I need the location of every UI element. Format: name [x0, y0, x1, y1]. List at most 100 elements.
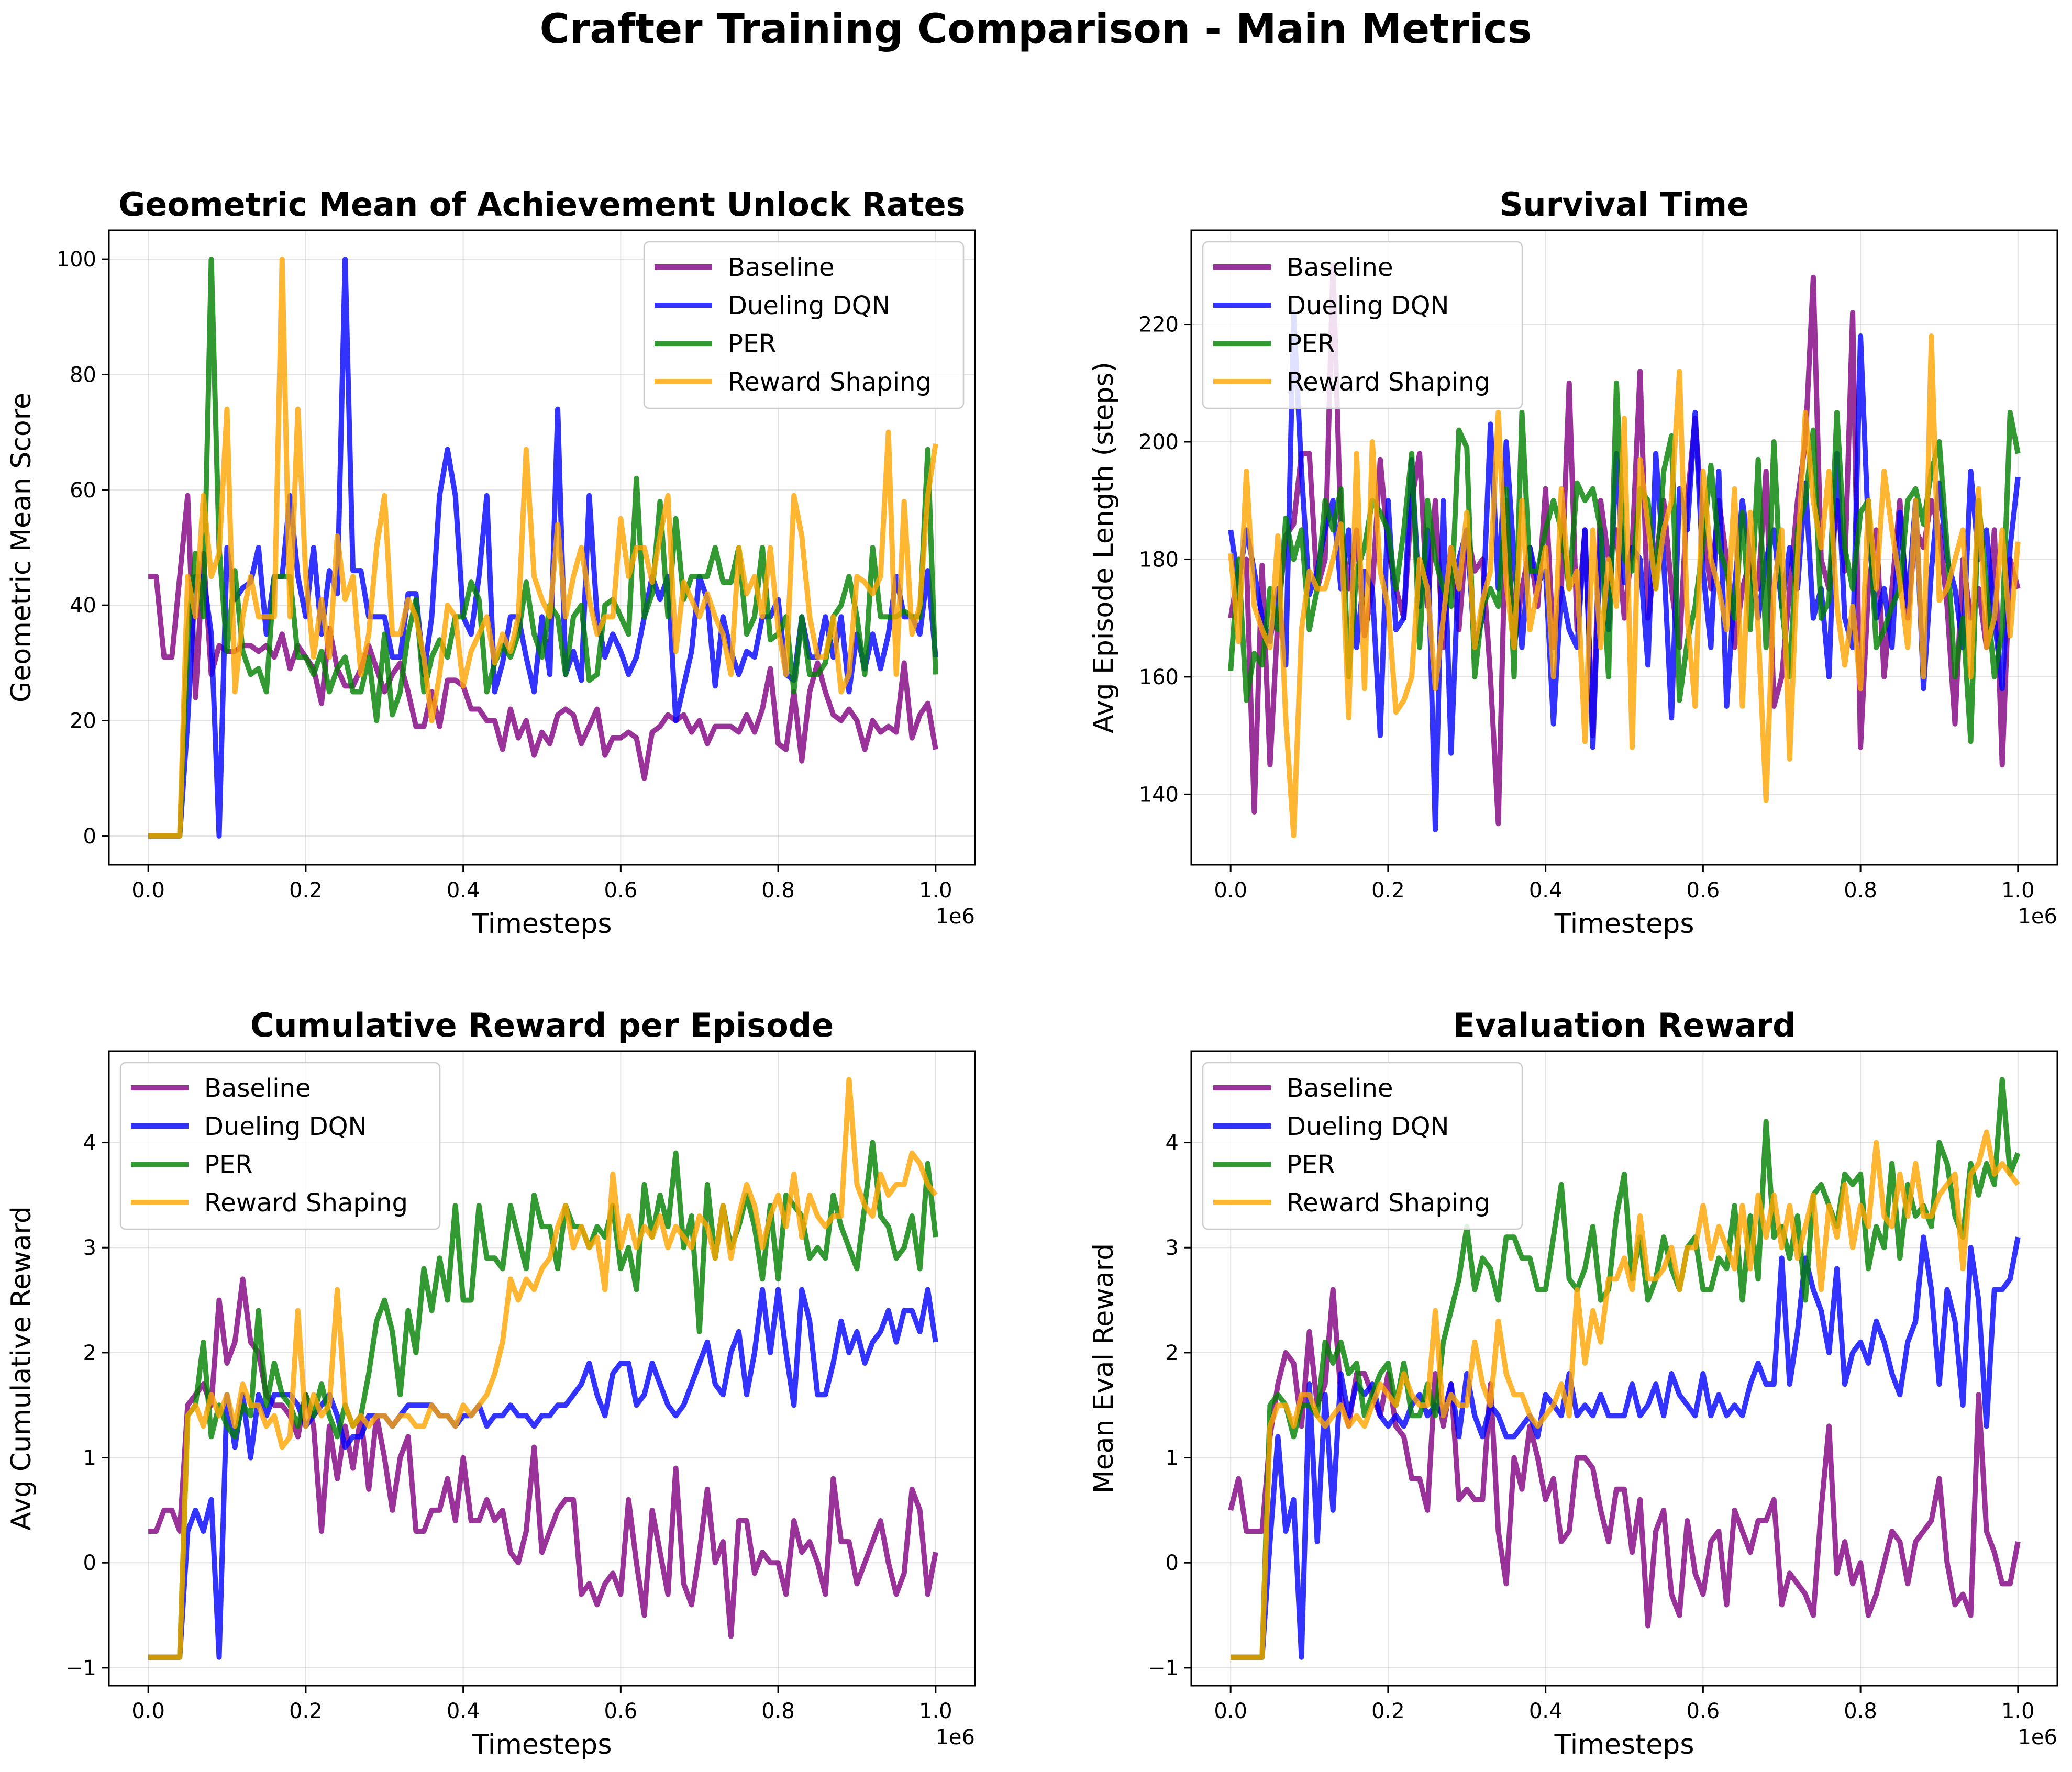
x-tick-label: 1.0 — [919, 1699, 952, 1723]
legend-label-baseline: Baseline — [728, 253, 835, 282]
x-tick-label: 0.2 — [1371, 878, 1405, 902]
axes-frame — [1190, 229, 2058, 866]
y-tick-label: 140 — [1139, 783, 1179, 807]
series-line-baseline — [148, 1276, 938, 1639]
y-axis-label: Avg Episode Length (steps) — [1088, 362, 1120, 733]
legend-box — [1202, 241, 1523, 409]
legend-label-reward-shaping: Reward Shaping — [204, 1188, 408, 1218]
legend-label-reward-shaping: Reward Shaping — [1287, 367, 1490, 397]
y-tick-label: 0 — [83, 824, 96, 849]
y-tick-label: 80 — [70, 363, 96, 387]
x-offset-label: 1e6 — [2018, 1725, 2057, 1749]
y-tick-label: −1 — [1148, 1656, 1179, 1680]
y-tick-label: 220 — [1139, 313, 1179, 337]
y-tick-label: 180 — [1139, 548, 1179, 572]
y-tick-label: 20 — [70, 709, 96, 733]
y-tick-label: 100 — [57, 248, 96, 272]
x-tick-label: 0.8 — [1844, 1699, 1877, 1723]
legend: Baseline Dueling DQN PER Reward Shaping — [643, 241, 965, 409]
series-group — [148, 1077, 938, 1660]
series-line-dueling-dqn — [148, 1287, 938, 1660]
legend-label-per: PER — [728, 329, 777, 359]
legend-label-dueling-dqn: Dueling DQN — [1287, 291, 1449, 320]
y-tick-label: 4 — [83, 1131, 96, 1155]
legend-label-per: PER — [1287, 1150, 1335, 1179]
x-tick-label: 0.6 — [604, 1699, 638, 1723]
axes-frame — [1190, 1050, 2058, 1687]
x-tick-label: 0.0 — [1214, 878, 1247, 902]
x-offset-label: 1e6 — [935, 905, 975, 929]
chart-panel-evaluation-reward: 0.0 0.2 0.4 0.6 0.8 1.0 −1 0 1 2 3 4 1e6 Timesteps Mea… — [1088, 1006, 2058, 1760]
figure-title: Crafter Training Comparison - Main Metri… — [540, 6, 1532, 53]
y-tick-label: 200 — [1139, 430, 1179, 454]
chart-panel-survival-time: 0.0 0.2 0.4 0.6 0.8 1.0 140 160 180 200 220 1e6 Time… — [1088, 185, 2058, 940]
panel-title: Cumulative Reward per Episode — [250, 1006, 834, 1044]
legend-label-baseline: Baseline — [204, 1074, 311, 1103]
legend-label-per: PER — [204, 1150, 253, 1179]
x-tick-label: 0.6 — [604, 878, 638, 902]
y-tick-label: −1 — [65, 1656, 96, 1680]
y-tick-label: 2 — [83, 1341, 96, 1365]
chart-panels: 0.0 0.2 0.4 0.6 0.8 1.00204060801001e6Timeste… — [6, 185, 2058, 1760]
x-offset-label: 1e6 — [2018, 905, 2057, 929]
y-tick-label: 3 — [1166, 1236, 1179, 1260]
x-axis-label: Timesteps — [1554, 1729, 1694, 1760]
chart-panel-cumulative-reward-per-episode: 0.0 0.2 0.4 0.6 0.8 1.0 −1 0 1 2 3 4 1e6 Timesteps Avg… — [6, 1006, 976, 1760]
panel-title: Survival Time — [1500, 185, 1749, 224]
x-tick-label: 0.8 — [761, 878, 795, 902]
legend-label-dueling-dqn: Dueling DQN — [204, 1112, 367, 1141]
y-tick-label: 4 — [1166, 1131, 1179, 1155]
legend-box — [119, 1062, 441, 1230]
x-tick-label: 0.4 — [1529, 878, 1563, 902]
series-line-reward-shaping — [1231, 1129, 2020, 1660]
x-tick-label: 1.0 — [2001, 1699, 2035, 1723]
y-tick-label: 0 — [83, 1551, 96, 1575]
legend: Baseline Dueling DQN PER Reward Shaping — [119, 1062, 441, 1230]
series-line-per — [148, 257, 938, 839]
x-tick-label: 0.8 — [1844, 878, 1877, 902]
series-group — [148, 257, 938, 839]
legend: Baseline Dueling DQN PER Reward Shaping — [1202, 241, 1523, 409]
legend-box — [1202, 1062, 1523, 1230]
x-tick-label: 0.4 — [1529, 1699, 1563, 1723]
x-tick-label: 0.2 — [289, 878, 323, 902]
x-tick-label: 0.6 — [1687, 1699, 1720, 1723]
x-tick-label: 0.4 — [447, 1699, 480, 1723]
axes-frame — [108, 1050, 976, 1687]
x-tick-label: 0.0 — [1214, 1699, 1247, 1723]
chart-panel-geometric-mean-of-achievement-unlock-rates: 0.0 0.2 0.4 0.6 0.8 1.0 0 20 40 60 80 100 1e6 Timeste… — [6, 185, 976, 940]
x-tick-label: 0.2 — [289, 1699, 323, 1723]
x-offset-label: 1e6 — [935, 1725, 975, 1749]
legend-label-reward-shaping: Reward Shaping — [728, 367, 932, 397]
axes-frame — [108, 229, 976, 866]
legend-label-per: PER — [1287, 329, 1335, 359]
series-line-baseline — [1228, 1287, 2021, 1629]
x-tick-label: 1.0 — [2001, 878, 2035, 902]
series-line-reward-shaping — [1228, 333, 2021, 838]
series-line-dueling-dqn — [1231, 1234, 2021, 1660]
y-tick-label: 0 — [1166, 1551, 1179, 1575]
x-axis-label: Timesteps — [472, 908, 612, 940]
series-line-baseline — [148, 493, 938, 781]
y-tick-label: 2 — [1166, 1341, 1179, 1365]
legend-label-baseline: Baseline — [1287, 1074, 1393, 1103]
legend-label-dueling-dqn: Dueling DQN — [1287, 1112, 1449, 1141]
y-tick-label: 3 — [83, 1236, 96, 1260]
panel-title: Evaluation Reward — [1453, 1006, 1796, 1044]
legend-label-baseline: Baseline — [1287, 253, 1393, 282]
x-axis-label: Timesteps — [1554, 908, 1694, 940]
legend: Baseline Dueling DQN PER Reward Shaping — [1202, 1062, 1523, 1230]
y-axis-label: Avg Cumulative Reward — [6, 1206, 37, 1531]
series-line-reward-shaping — [148, 257, 938, 839]
x-tick-label: 0.6 — [1687, 878, 1720, 902]
panel-title: Geometric Mean of Achievement Unlock Rat… — [118, 185, 965, 224]
legend-label-dueling-dqn: Dueling DQN — [728, 291, 890, 320]
x-tick-label: 0.4 — [447, 878, 480, 902]
y-tick-label: 1 — [83, 1446, 96, 1470]
y-tick-label: 160 — [1139, 665, 1179, 689]
x-tick-label: 0.0 — [131, 878, 165, 902]
legend-box — [643, 241, 965, 409]
x-tick-label: 0.0 — [131, 1699, 165, 1723]
series-group — [1228, 1077, 2021, 1660]
